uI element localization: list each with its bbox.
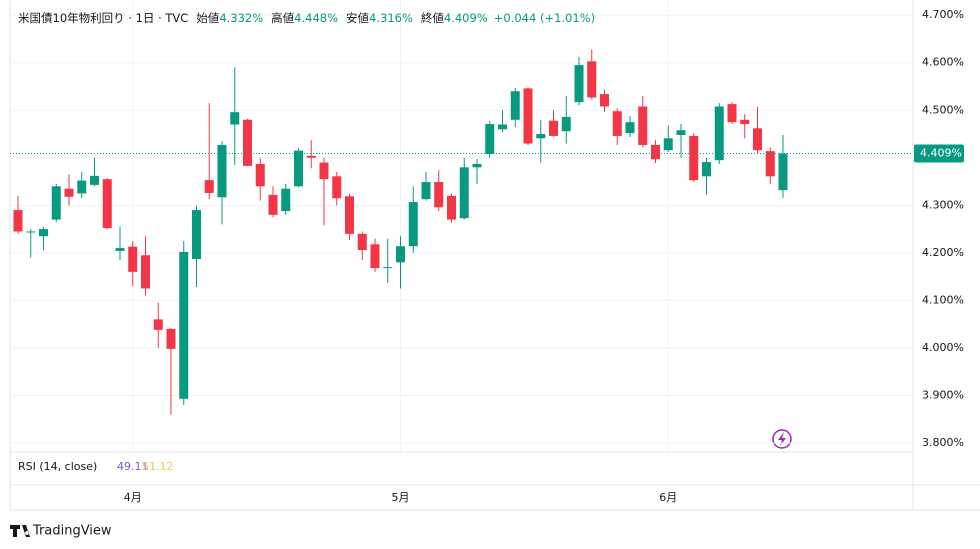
ohlc-legend: 始値4.332% 高値4.448% 安値4.316% 終値4.409% [194,11,493,25]
candle-body [345,196,354,234]
rsi-label: RSI (14, close) [18,460,97,473]
candle-body [204,180,214,193]
candle-body [243,119,252,166]
legend-key: 安値 [346,11,370,25]
candle-body [39,229,48,237]
legend-value: 4.448% [294,11,339,25]
candle-body [306,155,316,158]
candle-body [166,328,176,349]
candle-body [587,61,597,98]
candle-body [77,180,87,194]
y-tick-label: 4.600% [922,56,964,69]
candle-body [51,186,61,220]
x-tick-label: 5月 [392,491,410,504]
candle-body [472,163,482,168]
candle-body [485,124,495,154]
candle-body [663,138,673,151]
legend-value: 4.409% [443,11,488,25]
candle-body [574,65,584,103]
candle-body [765,151,775,177]
legend-value: 4.316% [369,11,413,25]
candle-body [676,130,686,135]
rsi-value: 51.12 [142,460,174,473]
candle-body [536,134,546,139]
candle-body [638,106,648,145]
candle-body [319,162,329,180]
y-tick-label: 4.000% [922,341,964,354]
brand-name: TradingView [32,524,112,539]
candle-body [651,144,660,160]
candle-body [64,188,74,197]
candle-body [421,182,431,200]
candle-body [102,179,112,229]
candle-body [727,104,737,123]
change: +0.044 (+1.01%) [493,11,596,25]
rsi-value: 49.11 [117,460,149,473]
x-tick-label: 6月 [659,491,677,504]
candle-body [434,182,444,208]
legend-header: 米国債10年物利回り · 1日 · TVC 始値4.332% 高値4.448% 安値4… [18,10,601,26]
candle-body [600,94,609,107]
candle-body [268,194,278,215]
candle-body [217,144,227,198]
candle-body [753,128,762,151]
candle-body [141,255,150,289]
candle-body [230,112,240,125]
candle-body [689,135,699,181]
candle-body [192,210,201,260]
lightning-icon[interactable] [772,429,792,449]
candle-body [510,91,520,120]
candle-body [294,150,303,187]
candle-body [26,231,36,233]
last-price-label: 4.409% [920,147,962,160]
candle-body [523,88,533,144]
candle-body [153,319,163,330]
candle-body [128,246,138,272]
candle-body [498,124,507,130]
candle-body [702,162,711,177]
y-tick-label: 4.700% [922,8,964,21]
candle-body [459,167,469,219]
y-tick-label: 3.800% [922,436,964,449]
candle-body [549,120,558,136]
legend-key: 終値 [420,11,444,25]
y-tick-label: 4.500% [922,103,964,116]
candle-body [332,176,342,199]
candle-body [13,210,23,232]
candle-body [447,195,456,220]
candle-body [408,201,418,247]
candle-body [561,116,571,132]
y-tick-label: 4.300% [922,198,964,211]
y-tick-label: 4.200% [922,246,964,259]
candle-body [370,244,380,269]
last-price-tag [914,144,964,163]
candle-body [612,111,622,136]
candle-body [396,246,405,263]
legend-key: 高値 [271,11,295,25]
x-tick-label: 4月 [124,491,142,504]
candle-body [179,251,189,399]
candle-body [255,163,265,187]
candle-body [90,175,99,185]
candle-body [115,248,125,251]
candle-body [383,267,393,269]
y-tick-label: 4.100% [922,293,964,306]
legend-key: 始値 [196,11,220,25]
candle-body [625,122,635,134]
candle-body [714,106,724,161]
candle-body [778,153,788,191]
y-tick-label: 3.900% [922,388,964,401]
brand-logo [10,525,30,537]
symbol-title: 米国債10年物利回り · 1日 · TVC [18,11,189,25]
candle-body [357,233,367,251]
legend-value: 4.332% [219,11,264,25]
candle-body [740,119,750,125]
candle-body [281,188,291,212]
